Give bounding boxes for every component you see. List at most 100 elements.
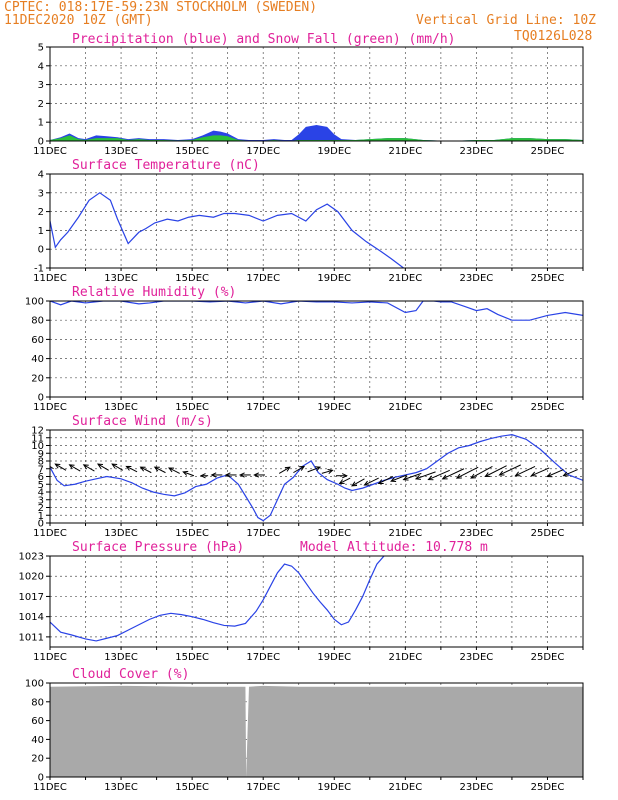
wind-arrow-head <box>153 466 160 472</box>
panel4-ytick-label: 9 <box>38 449 44 460</box>
panel1-ytick-label: 2 <box>38 99 44 110</box>
panel3-ytick-label: 100 <box>25 297 44 308</box>
panel5-line <box>50 556 385 642</box>
panel6-xtick-label: 17DEC <box>246 782 280 793</box>
wind-arrow-head <box>530 471 537 477</box>
panel2-xtick-label: 25DEC <box>531 273 565 284</box>
wind-arrow-head <box>546 472 553 478</box>
panel3: Relative Humidity (%) 0 20 40 60 80 100 11DEC 13… <box>25 285 584 413</box>
panel4-title: Surface Wind (m/s) <box>72 414 213 429</box>
wind-arrow-head <box>139 466 146 472</box>
wind-arrow-head <box>238 472 245 478</box>
wind-arrow <box>403 472 422 481</box>
panel2-xtick-label: 11DEC <box>33 273 67 284</box>
panel6-xtick-label: 25DEC <box>531 782 565 793</box>
wind-arrow <box>515 465 536 477</box>
panel5-xtick-label: 23DEC <box>460 652 494 663</box>
panel4-plot <box>50 434 583 522</box>
wind-arrow-head <box>562 471 569 477</box>
wind-arrow-head <box>498 470 505 476</box>
panel5-xtick-label: 11DEC <box>33 652 67 663</box>
panel4-ytick-label: 3 <box>38 495 44 506</box>
panel2-ytick-label: 0 <box>38 245 44 256</box>
panel4-xtick-label: 19DEC <box>317 528 351 539</box>
panel4-ytick-label: 10 <box>31 441 44 452</box>
panel5-ytick-label: 1020 <box>19 572 44 583</box>
panel1-frame <box>49 46 584 142</box>
wind-arrow-head <box>414 474 422 480</box>
panel2-frame <box>49 173 584 269</box>
panel6-ytick-label: 60 <box>31 716 44 727</box>
wind-arrow <box>390 474 408 482</box>
panel5-xtick-label: 19DEC <box>317 652 351 663</box>
panel1-xtick-label: 17DEC <box>246 146 280 157</box>
header-datetime: 11DEC2020 10Z (GMT) <box>4 13 153 28</box>
panel1-xtick-label: 21DEC <box>388 146 422 157</box>
panel5-frame <box>49 555 584 648</box>
wind-arrow-head <box>455 473 462 479</box>
panel2-xtick-label: 13DEC <box>104 273 138 284</box>
panel4-ytick-label: 0 <box>38 519 44 530</box>
snow-area <box>50 135 583 141</box>
panel6-xtick-label: 15DEC <box>175 782 209 793</box>
wind-arrow <box>531 467 550 477</box>
wind-arrow <box>69 464 81 472</box>
wind-arrow <box>83 464 95 472</box>
panel6-ytick-label: 40 <box>31 735 44 746</box>
wind-arrow-head <box>390 477 397 483</box>
panel2-xtick-label: 17DEC <box>246 273 280 284</box>
panel1-xtick-label: 23DEC <box>460 146 494 157</box>
panel6-title: Cloud Cover (%) <box>72 667 189 682</box>
wind-arrow-head <box>182 470 189 476</box>
panel3-ytick-label: 40 <box>31 354 44 365</box>
panel3-ytick-label: 60 <box>31 335 44 346</box>
wind-arrow-head <box>224 472 231 478</box>
panel1-ytick-label: 1 <box>38 118 44 129</box>
panel5: Surface Pressure (hPa) Model Altitude: 10… <box>19 540 584 663</box>
panel4-xtick-label: 25DEC <box>531 528 565 539</box>
panel4-ytick-label: 1 <box>38 511 44 522</box>
panel3-xtick-label: 25DEC <box>531 402 565 413</box>
panel1-xtick-label: 11DEC <box>33 146 67 157</box>
panel4-ytick-label: 11 <box>31 433 44 444</box>
panel6-ytick-label: 0 <box>38 773 44 784</box>
panel3-xtick-label: 11DEC <box>33 402 67 413</box>
panel3-xtick-label: 23DEC <box>460 402 494 413</box>
wind-arrow-head <box>299 465 306 471</box>
header-grid-note: Vertical Grid Line: 10Z <box>416 13 596 28</box>
wind-arrow <box>485 465 507 477</box>
panel5-xtick-label: 25DEC <box>531 652 565 663</box>
panel6-xtick-label: 19DEC <box>317 782 351 793</box>
panel6-xtick-label: 13DEC <box>104 782 138 793</box>
wind-arrow-head <box>96 463 103 469</box>
panel5-xtick-label: 17DEC <box>246 652 280 663</box>
panel5-annotation: Model Altitude: 10.778 m <box>300 540 488 555</box>
panel1-plot <box>50 125 583 141</box>
wind-arrow-head <box>514 471 521 477</box>
wind-arrow <box>307 466 321 473</box>
wind-arrow <box>339 477 351 484</box>
panel3-plot <box>50 301 583 321</box>
cloud-cover-area <box>50 685 583 777</box>
panel6-xtick-label: 21DEC <box>388 782 422 793</box>
panel2-ytick-label: 4 <box>38 170 44 181</box>
panel1-xtick-label: 25DEC <box>531 146 565 157</box>
panel6-xtick-label: 11DEC <box>33 782 67 793</box>
wind-arrow-head <box>351 481 358 487</box>
panel4-ytick-label: 2 <box>38 503 44 514</box>
wind-arrow-head <box>338 479 345 484</box>
wind-arrow <box>321 469 333 474</box>
panel2-xtick-label: 21DEC <box>388 273 422 284</box>
wind-arrow <box>456 466 479 479</box>
panel4-xtick-label: 23DEC <box>460 528 494 539</box>
wind-arrow <box>351 478 365 487</box>
panel4-line <box>50 434 583 522</box>
wind-arrow-head <box>54 463 61 469</box>
wind-arrow-head <box>284 466 291 472</box>
wind-arrow <box>50 465 54 470</box>
wind-arrow-head <box>168 467 175 473</box>
wind-arrow-head <box>210 472 217 478</box>
panel4-xtick-label: 17DEC <box>246 528 280 539</box>
wind-arrow <box>111 463 124 471</box>
panel6-xtick-label: 23DEC <box>460 782 494 793</box>
